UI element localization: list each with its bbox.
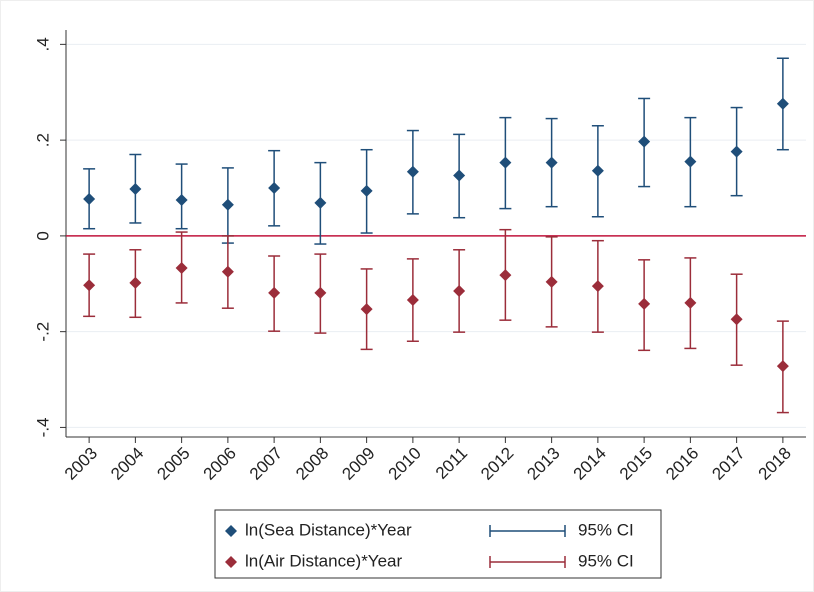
point: [730, 313, 743, 326]
legend-marker: [225, 525, 237, 537]
point: [499, 156, 512, 169]
point: [453, 284, 466, 297]
y-tick-label: .2: [33, 133, 52, 147]
point: [175, 261, 188, 274]
point: [545, 275, 558, 288]
point: [406, 165, 419, 178]
legend-marker: [225, 556, 237, 568]
point: [175, 193, 188, 206]
point: [129, 182, 142, 195]
legend-box: [214, 509, 662, 579]
point: [453, 169, 466, 182]
legend-ci-label: 95% CI: [578, 520, 634, 539]
point: [268, 182, 281, 195]
point: [268, 286, 281, 299]
point: [638, 135, 651, 148]
point: [83, 279, 96, 292]
point: [545, 156, 558, 169]
point: [221, 198, 234, 211]
legend-label: ln(Air Distance)*Year: [245, 551, 402, 570]
point: [314, 196, 327, 209]
y-tick-label: -.2: [33, 322, 52, 342]
point: [591, 164, 604, 177]
point: [684, 155, 697, 168]
point: [360, 184, 373, 197]
legend-label: ln(Sea Distance)*Year: [245, 520, 412, 539]
point: [360, 303, 373, 316]
point: [499, 269, 512, 282]
point: [638, 297, 651, 310]
point: [684, 296, 697, 309]
y-tick-label: .4: [33, 37, 52, 51]
point: [406, 294, 419, 307]
point: [776, 360, 789, 373]
point: [129, 276, 142, 289]
y-tick-label: -.4: [33, 418, 52, 438]
point: [591, 280, 604, 293]
point: [83, 193, 96, 206]
point: [776, 97, 789, 110]
y-tick-label: 0: [33, 231, 52, 240]
legend-ci-label: 95% CI: [578, 551, 634, 570]
point: [221, 265, 234, 278]
point: [314, 286, 327, 299]
point: [730, 145, 743, 158]
